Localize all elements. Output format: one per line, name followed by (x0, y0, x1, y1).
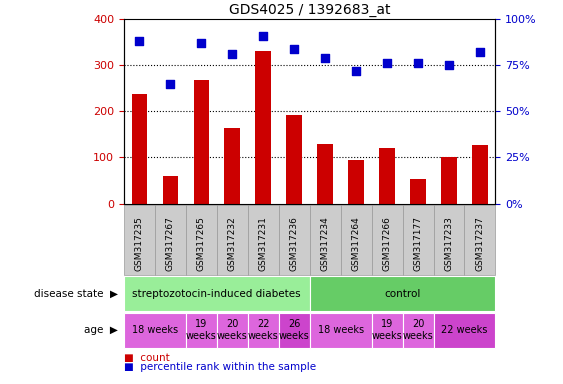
Text: streptozotocin-induced diabetes: streptozotocin-induced diabetes (132, 289, 301, 299)
Text: age  ▶: age ▶ (84, 325, 118, 335)
Text: control: control (385, 289, 421, 299)
Text: GSM317177: GSM317177 (414, 216, 422, 271)
Point (166, 81, 175, 87)
Bar (372, 205, 403, 275)
Bar (472, 144, 488, 204)
Bar (132, 94, 147, 204)
Bar (310, 205, 341, 275)
Bar (248, 313, 279, 348)
Bar (217, 313, 248, 348)
Text: 22
weeks: 22 weeks (248, 319, 279, 341)
Point (413, 60, 422, 66)
Bar (410, 179, 426, 204)
Text: ■  percentile rank within the sample: ■ percentile rank within the sample (124, 362, 316, 372)
Text: disease state  ▶: disease state ▶ (34, 289, 118, 299)
Bar (348, 160, 364, 204)
Bar (256, 51, 271, 204)
Bar (310, 313, 372, 348)
Text: 19
weeks: 19 weeks (186, 319, 217, 341)
Text: 18 weeks: 18 weeks (318, 325, 364, 335)
Bar (379, 148, 395, 204)
Text: GSM317232: GSM317232 (228, 216, 236, 271)
Text: GSM317265: GSM317265 (197, 216, 205, 271)
Text: 20
weeks: 20 weeks (217, 319, 248, 341)
Text: 19
weeks: 19 weeks (372, 319, 403, 341)
Text: GSM317231: GSM317231 (259, 216, 267, 271)
Text: 26
weeks: 26 weeks (279, 319, 310, 341)
Bar (464, 205, 495, 275)
Point (227, 51, 236, 57)
Point (290, 46, 299, 52)
Point (351, 68, 360, 74)
Bar (194, 80, 209, 204)
Text: ■  count: ■ count (124, 353, 169, 363)
Text: GSM317234: GSM317234 (321, 216, 329, 271)
Text: GSM317264: GSM317264 (352, 216, 360, 271)
Bar (441, 157, 457, 204)
Bar (163, 176, 178, 204)
Bar (186, 205, 217, 275)
Point (475, 49, 484, 55)
Text: GSM317235: GSM317235 (135, 216, 144, 271)
Text: GSM317266: GSM317266 (383, 216, 391, 271)
Title: GDS4025 / 1392683_at: GDS4025 / 1392683_at (229, 3, 390, 17)
Text: 20
weeks: 20 weeks (403, 319, 434, 341)
Bar (434, 313, 495, 348)
Bar (225, 128, 240, 204)
Text: GSM317237: GSM317237 (476, 216, 484, 271)
Point (383, 60, 392, 66)
Bar (341, 205, 372, 275)
Point (197, 40, 206, 46)
Bar (279, 313, 310, 348)
Text: 18 weeks: 18 weeks (132, 325, 178, 335)
Point (445, 62, 454, 68)
Bar (318, 144, 333, 204)
Text: GSM317233: GSM317233 (445, 216, 453, 271)
Bar (124, 276, 310, 311)
Text: 22 weeks: 22 weeks (441, 325, 488, 335)
Bar (248, 205, 279, 275)
Text: GSM317267: GSM317267 (166, 216, 175, 271)
Bar (434, 205, 464, 275)
Bar (186, 313, 217, 348)
Bar (403, 205, 434, 275)
Point (258, 33, 268, 39)
Point (135, 38, 144, 45)
Bar (287, 114, 302, 204)
Bar (124, 205, 155, 275)
Text: GSM317236: GSM317236 (290, 216, 298, 271)
Bar (279, 205, 310, 275)
Bar (310, 276, 495, 311)
Point (320, 55, 329, 61)
Bar (372, 313, 403, 348)
Bar (403, 313, 434, 348)
Bar (124, 313, 186, 348)
Bar (217, 205, 248, 275)
Bar (155, 205, 186, 275)
